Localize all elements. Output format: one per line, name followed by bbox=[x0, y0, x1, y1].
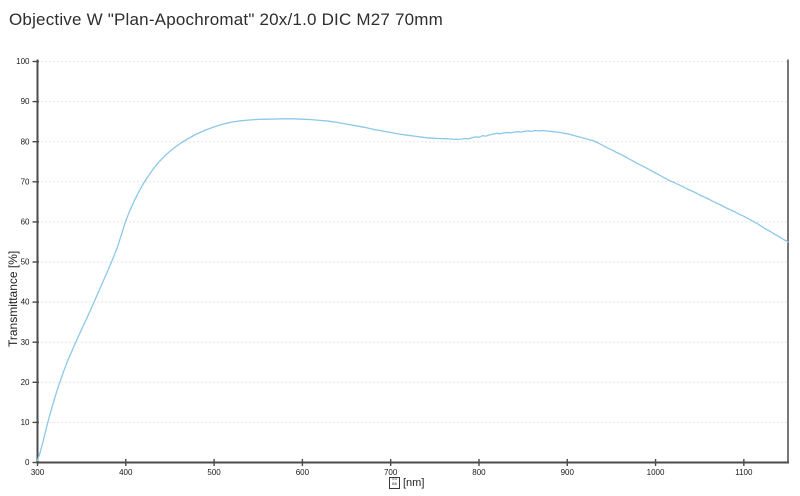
x-axis-unit: [nm] bbox=[403, 477, 425, 489]
y-tick-label: 0 bbox=[25, 458, 30, 467]
x-axis-label: 03 BB [nm] bbox=[389, 477, 424, 489]
y-tick-label: 80 bbox=[21, 137, 30, 146]
transmittance-curve bbox=[36, 118, 789, 462]
x-tick-label: 1100 bbox=[735, 468, 753, 477]
y-tick-label: 50 bbox=[21, 258, 30, 267]
x-tick-label: 700 bbox=[384, 468, 398, 477]
x-tick-label: 300 bbox=[31, 468, 45, 477]
missing-glyph-hex-row: 03 bbox=[392, 478, 397, 482]
missing-glyph-box-icon: 03 BB bbox=[389, 477, 400, 489]
y-tick-label: 100 bbox=[16, 57, 30, 66]
missing-glyph-hex-row: BB bbox=[392, 483, 397, 487]
y-tick-label: 20 bbox=[21, 378, 30, 387]
y-axis-label: Transmittance [%] bbox=[6, 250, 20, 347]
y-tick-label: 60 bbox=[21, 218, 30, 227]
x-tick-label: 1000 bbox=[647, 468, 665, 477]
x-tick-label: 900 bbox=[561, 468, 575, 477]
chart-title: Objective W "Plan-Apochromat" 20x/1.0 DI… bbox=[9, 10, 444, 29]
y-tick-label: 10 bbox=[21, 418, 30, 427]
y-tick-label: 70 bbox=[21, 177, 30, 186]
x-tick-label: 400 bbox=[119, 468, 133, 477]
x-tick-label: 500 bbox=[207, 468, 221, 477]
x-tick-label: 800 bbox=[472, 468, 486, 477]
y-tick-label: 40 bbox=[21, 298, 30, 307]
x-tick-label: 600 bbox=[296, 468, 310, 477]
y-tick-label: 90 bbox=[21, 97, 30, 106]
y-tick-label: 30 bbox=[21, 338, 30, 347]
